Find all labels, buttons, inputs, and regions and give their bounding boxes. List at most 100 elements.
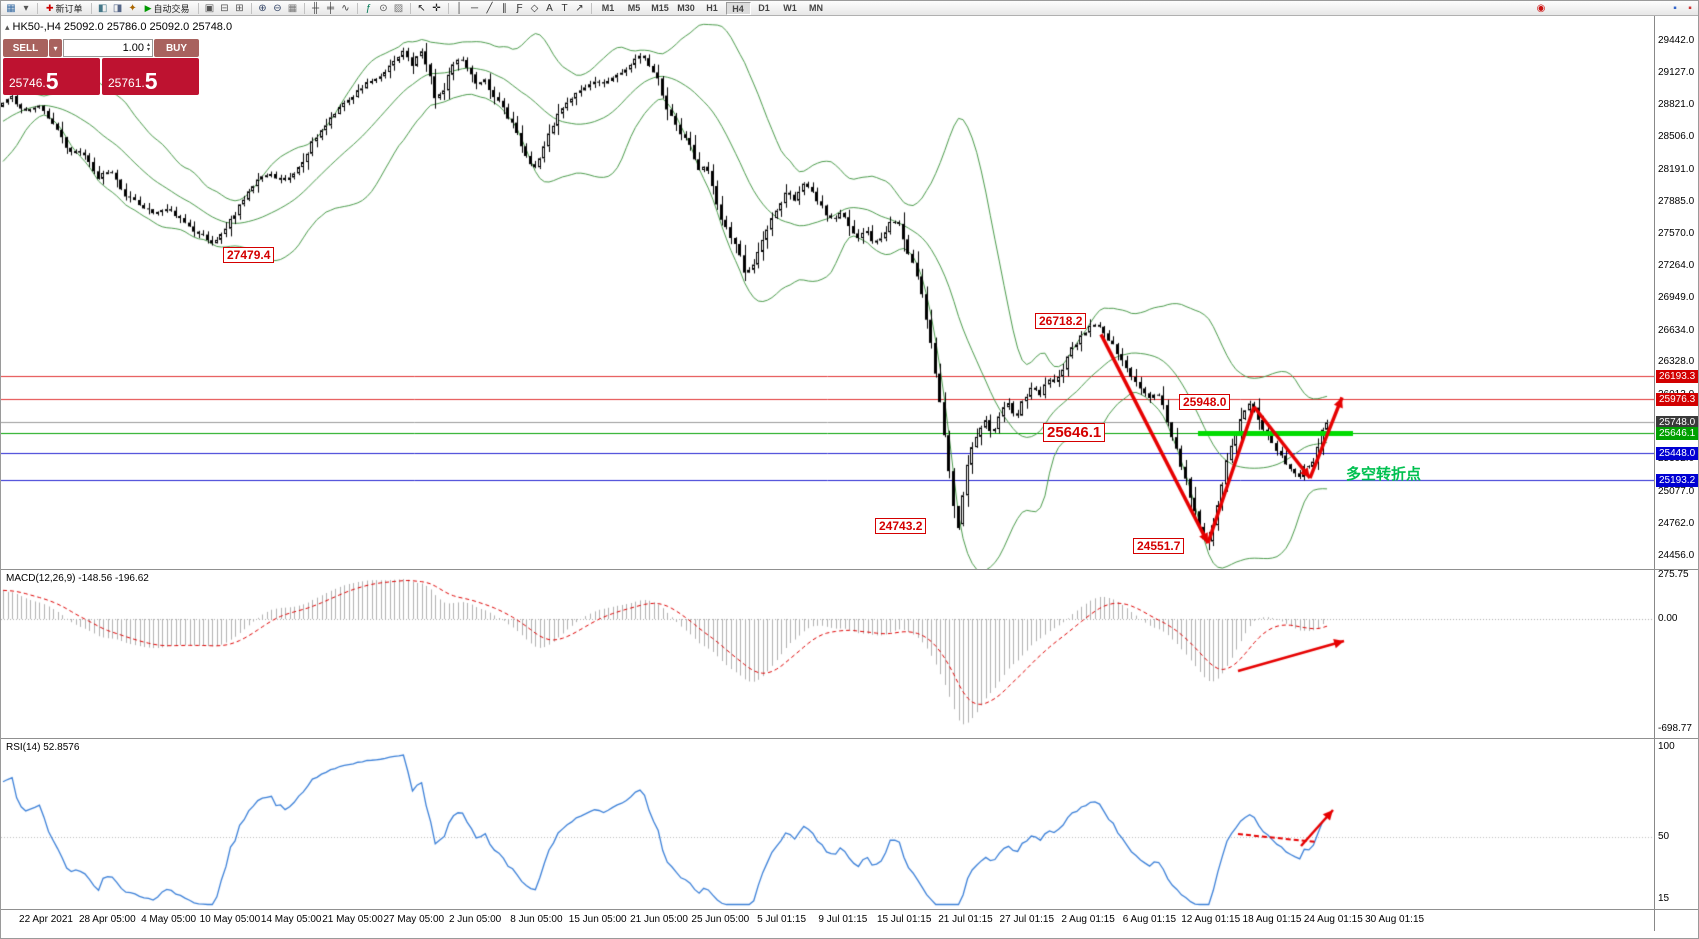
- price-axis[interactable]: 29442.0 29127.0 28821.0 28506.0 28191.0 27885…: [1654, 16, 1698, 931]
- panel-separator[interactable]: [1, 738, 1698, 739]
- price-badge: 25448.0: [1656, 447, 1698, 461]
- time-label: 4 May 05:00: [141, 914, 197, 925]
- price-annotation[interactable]: 27479.4: [223, 247, 275, 263]
- window-red-icon[interactable]: ▪: [1688, 2, 1692, 14]
- profiles-icon[interactable]: ▾: [23, 2, 29, 14]
- vertical-line-icon[interactable]: │: [456, 2, 463, 14]
- timeframe-m5-button[interactable]: M5: [627, 2, 641, 13]
- price-tick: 24762.0: [1658, 518, 1695, 530]
- toolbar-separator: [197, 2, 199, 14]
- macd-panel-canvas[interactable]: [1, 570, 1654, 738]
- buy-price-main: 25761.: [108, 76, 145, 90]
- auto-trading-button-label: 自动交易: [153, 3, 190, 14]
- time-label: 27 Jul 01:15: [999, 914, 1055, 925]
- new-order-button[interactable]: ✚ 新订单: [42, 2, 87, 15]
- symbol-ohlc-text: HK50-,H4 25092.0 25786.0 25092.0 25748.0: [12, 21, 233, 33]
- templates-icon[interactable]: ▨: [393, 2, 404, 14]
- timeframe-m15-button[interactable]: M15: [651, 2, 669, 13]
- auto-trading-button[interactable]: ▶ 自动交易: [141, 2, 194, 15]
- price-tick: 24456.0: [1658, 549, 1695, 561]
- timeframe-d1-button[interactable]: D1: [758, 2, 770, 13]
- zoom-in-icon[interactable]: ⊕: [258, 2, 267, 14]
- timeframe-m30-button[interactable]: M30: [677, 2, 695, 13]
- sell-price-display[interactable]: 25746. 5: [3, 58, 100, 95]
- time-label: 15 Jun 05:00: [568, 914, 627, 925]
- cursor-icon[interactable]: ↖: [417, 2, 426, 14]
- sell-price-main: 25746.: [9, 76, 46, 90]
- time-label: 2 Aug 01:15: [1061, 914, 1115, 925]
- auto-trading-icon: ▶: [144, 2, 152, 13]
- rsi-panel-canvas[interactable]: [1, 739, 1654, 909]
- rsi-tick: 15: [1658, 893, 1670, 904]
- toolbar-separator: [303, 2, 305, 14]
- timeframe-m1-button[interactable]: M1: [601, 2, 615, 13]
- price-tick: 27570.0: [1658, 228, 1695, 240]
- grid-icon[interactable]: ▦: [287, 2, 298, 14]
- community-icon[interactable]: ◉: [1536, 2, 1546, 14]
- channel-icon[interactable]: ∥: [502, 2, 507, 14]
- symbol-info: ▴ HK50-,H4 25092.0 25786.0 25092.0 25748.…: [5, 21, 232, 33]
- price-annotation[interactable]: 26718.2: [1035, 313, 1087, 329]
- price-annotation[interactable]: 24551.7: [1133, 538, 1185, 554]
- sell-button[interactable]: SELL: [3, 39, 48, 57]
- navigator-icon[interactable]: ✦: [128, 2, 137, 14]
- buy-price-display[interactable]: 25761. 5: [102, 58, 199, 95]
- toolbar-separator: [90, 2, 92, 14]
- symbol-icon: ▴: [5, 22, 10, 32]
- price-annotation[interactable]: 25646.1: [1043, 423, 1106, 442]
- toolbar-separator: [250, 2, 252, 14]
- periods-icon[interactable]: ⊙: [379, 2, 388, 14]
- shapes-icon[interactable]: ◇: [530, 2, 539, 14]
- price-annotation[interactable]: 24743.2: [875, 518, 927, 534]
- tile-horizontal-icon[interactable]: ⊟: [220, 2, 229, 14]
- line-chart-icon[interactable]: ∿: [341, 2, 350, 14]
- new-chart-icon[interactable]: ▦: [6, 2, 16, 14]
- time-label: 21 May 05:00: [322, 914, 383, 925]
- time-label: 15 Jul 01:15: [876, 914, 932, 925]
- volume-spinner[interactable]: ▴ ▾: [146, 42, 150, 53]
- time-label: 6 Aug 01:15: [1122, 914, 1177, 925]
- indicators-icon[interactable]: ƒ: [365, 2, 372, 14]
- market-watch-icon[interactable]: ◧: [97, 2, 108, 14]
- timeframe-h1-button[interactable]: H1: [706, 2, 718, 13]
- crosshair-icon[interactable]: ✛: [432, 2, 441, 14]
- order-type-dropdown[interactable]: ▾: [49, 39, 62, 57]
- timeframe-h4-button[interactable]: H4: [725, 1, 751, 15]
- trendline-icon[interactable]: ╱: [486, 2, 493, 14]
- macd-tick: 0.00: [1658, 613, 1678, 624]
- toolbar-separator: [356, 2, 358, 14]
- price-badge: 25646.1: [1656, 426, 1698, 440]
- label-icon[interactable]: T: [561, 2, 568, 14]
- panel-separator[interactable]: [1, 569, 1698, 570]
- timeframe-mn-button[interactable]: MN: [809, 2, 823, 13]
- timeframe-w1-button[interactable]: W1: [783, 2, 797, 13]
- price-annotation[interactable]: 25948.0: [1179, 394, 1231, 410]
- buy-button[interactable]: BUY: [154, 39, 199, 57]
- candlestick-chart-icon[interactable]: ╪: [326, 2, 335, 14]
- macd-tick: -698.77: [1658, 723, 1692, 734]
- bar-chart-icon[interactable]: ╫: [311, 2, 320, 14]
- toolbar: ▦ ▾ ✚ 新订单 ◧ ◨ ✦ ▶ 自动交易 ▣ ⊟ ⊞ ⊕ ⊖ ▦ ╫ ╪ ∿ ƒ ⊙ ▨ ↖ ✛ │ ─ ╱ ∥ Ƒ ◇ A T ↗ M1 M…: [1, 1, 1698, 16]
- rsi-tick: 50: [1658, 831, 1670, 842]
- horizontal-line-icon[interactable]: ─: [470, 2, 479, 14]
- tile-vertical-icon[interactable]: ⊞: [235, 2, 244, 14]
- arrows-icon[interactable]: ↗: [575, 2, 584, 14]
- window-blue-icon[interactable]: ▪: [1673, 2, 1677, 14]
- volume-input[interactable]: 1.00 ▴ ▾: [63, 39, 153, 57]
- time-label: 22 Apr 2021: [19, 914, 73, 925]
- price-chart-canvas[interactable]: [1, 16, 1654, 569]
- price-tick: 26634.0: [1658, 324, 1695, 336]
- zoom-out-icon[interactable]: ⊖: [273, 2, 282, 14]
- time-label: 24 Aug 01:15: [1303, 914, 1363, 925]
- cascade-windows-icon[interactable]: ▣: [204, 2, 215, 14]
- time-axis[interactable]: 22 Apr 2021 28 Apr 05:00 4 May 05:00 10 May…: [1, 910, 1654, 931]
- sell-price-big-digit: 5: [45, 68, 59, 94]
- price-tick: 27885.0: [1658, 195, 1695, 207]
- price-tick: 28191.0: [1658, 163, 1695, 175]
- data-window-icon[interactable]: ◨: [112, 2, 123, 14]
- text-icon[interactable]: A: [546, 2, 553, 14]
- time-label: 8 Jun 05:00: [510, 914, 563, 925]
- fibonacci-icon[interactable]: Ƒ: [516, 2, 523, 14]
- panel-separator[interactable]: [1, 909, 1698, 910]
- time-label: 10 May 05:00: [199, 914, 261, 925]
